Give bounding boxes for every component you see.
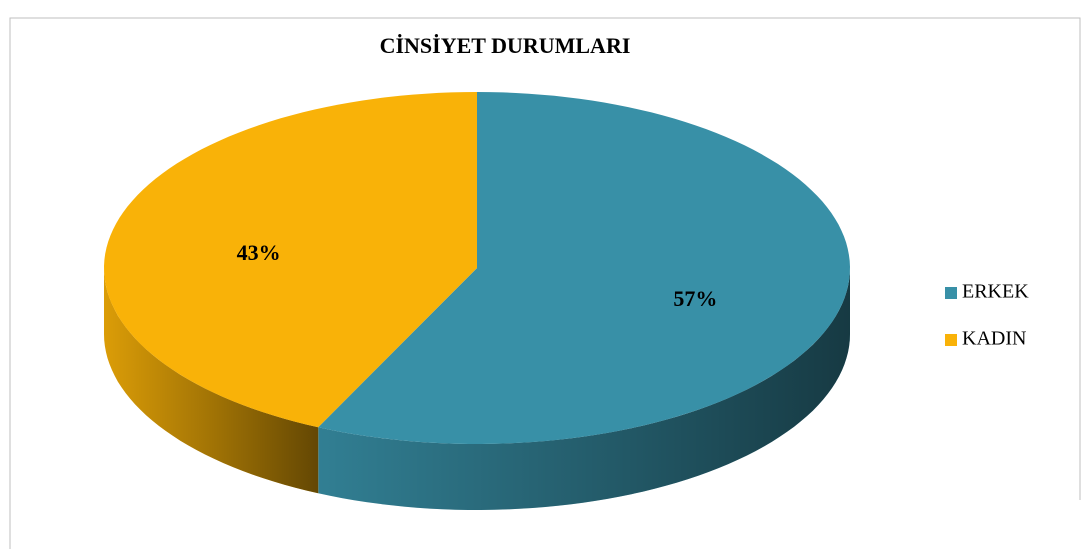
chart-frame <box>9 17 1081 549</box>
pie-slice-side-shade <box>318 268 850 510</box>
legend-label: KADIN <box>962 328 1026 350</box>
data-label: 57% <box>673 286 717 311</box>
legend-swatch <box>945 334 957 346</box>
pie-slice-side-shade <box>104 268 319 494</box>
legend-label: ERKEK <box>962 281 1029 303</box>
chart-title: CİNSİYET DURUMLARI <box>380 33 631 58</box>
legend-swatch <box>945 287 957 299</box>
data-label: 43% <box>237 240 281 265</box>
pie-slice <box>318 92 850 444</box>
pie-slice <box>104 92 477 428</box>
